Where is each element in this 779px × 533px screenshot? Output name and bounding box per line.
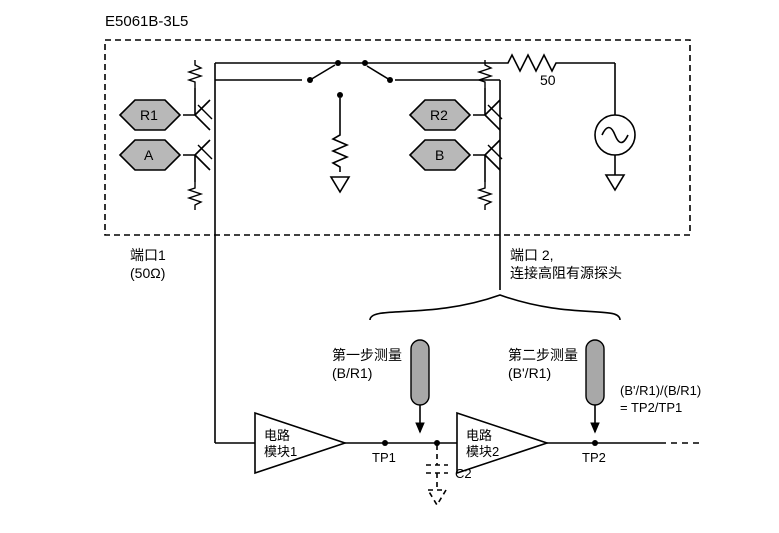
step1-l1: 第一步测量 <box>332 347 402 363</box>
mod1-l1: 电路 <box>264 428 290 443</box>
brace-icon <box>370 295 620 320</box>
hex-r2-label: R2 <box>430 107 448 123</box>
node-tp2 <box>592 440 598 446</box>
probe-1 <box>411 340 429 432</box>
formula-l2: = TP2/TP1 <box>620 400 682 415</box>
step2-l2: (B'/R1) <box>508 365 551 381</box>
hex-a-label: A <box>144 147 154 163</box>
receiver-right: R2 B <box>410 60 502 210</box>
port1-label-2: (50Ω) <box>130 265 165 281</box>
tp1-label: TP1 <box>372 450 396 465</box>
node-tp1 <box>382 440 388 446</box>
port1-label-1: 端口1 <box>130 247 166 263</box>
step2-l1: 第二步测量 <box>508 347 578 363</box>
title-label: E5061B-3L5 <box>105 13 188 30</box>
tp2-label: TP2 <box>582 450 606 465</box>
port2-label-2: 连接高阻有源探头 <box>510 265 622 281</box>
module-1: 电路 模块1 <box>255 413 345 473</box>
formula-l1: (B'/R1)/(B/R1) <box>620 383 701 398</box>
hex-b-label: B <box>435 147 444 163</box>
src-gnd-icon <box>606 175 624 190</box>
hex-r1-label: R1 <box>140 107 158 123</box>
step1-l2: (B/R1) <box>332 365 372 381</box>
mod2-l1: 电路 <box>466 428 492 443</box>
sine-icon <box>602 128 628 143</box>
resistor-label: 50 <box>540 72 556 88</box>
resistor-50 <box>500 55 565 71</box>
instrument-box <box>105 40 690 235</box>
module-2: 电路 模块2 <box>457 413 547 473</box>
port2-label-1: 端口 2, <box>510 247 554 263</box>
switch-left <box>307 60 349 192</box>
mod1-l2: 模块1 <box>264 444 297 459</box>
probe-2 <box>586 340 604 432</box>
c2-label: C2 <box>455 466 472 481</box>
mod2-l2: 模块2 <box>466 444 499 459</box>
cap-c2 <box>426 445 448 505</box>
receiver-left: R1 A <box>120 60 212 210</box>
